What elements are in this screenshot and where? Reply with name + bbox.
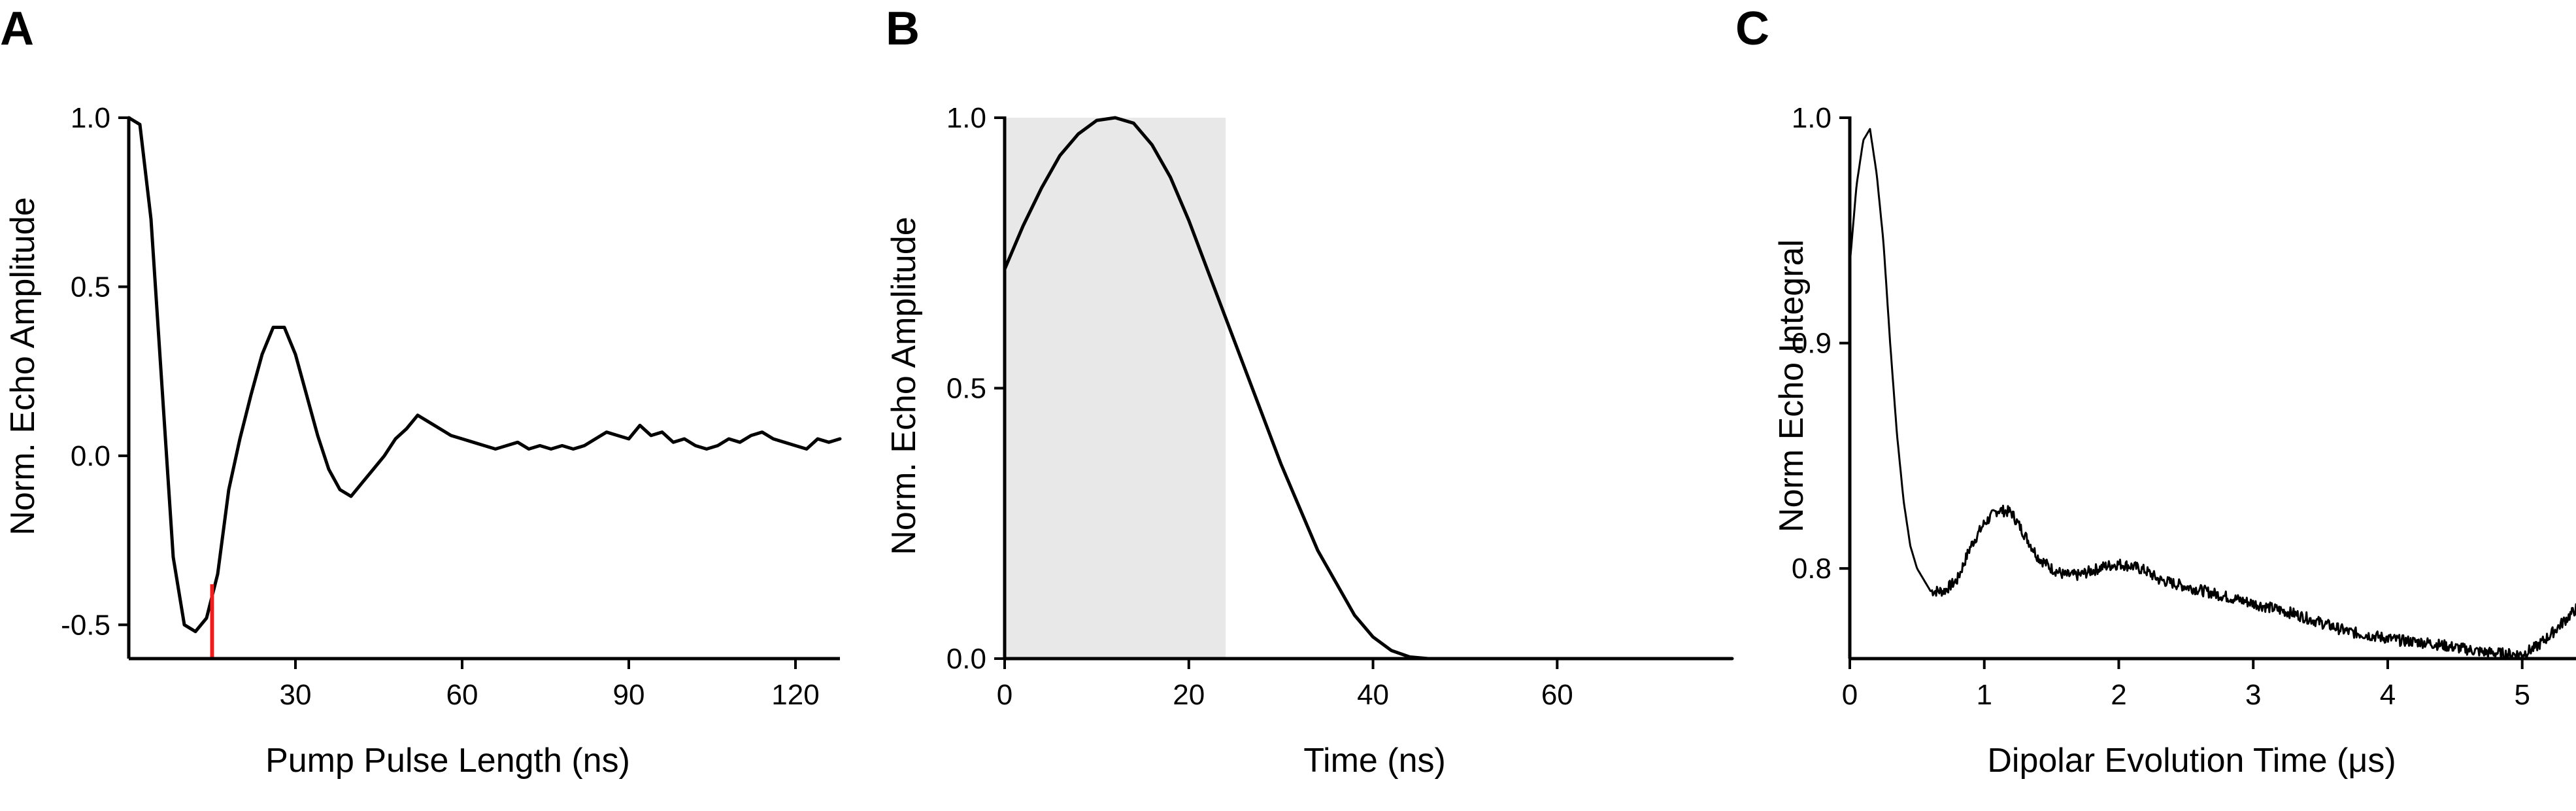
x-tick-label-c: 2	[2111, 679, 2126, 711]
panel-letter-a: A	[0, 3, 34, 55]
x-axis-label-c: Dipolar Evolution Time (μs)	[1987, 742, 2396, 780]
x-tick-label-b: 20	[1173, 679, 1205, 711]
x-tick-label-b: 60	[1541, 679, 1573, 711]
x-tick-label-c: 5	[2514, 679, 2530, 711]
y-tick-label-c: 0.8	[1792, 553, 1832, 585]
x-tick-label-c: 0	[1842, 679, 1858, 711]
y-tick-label-a: 1.0	[71, 102, 110, 134]
y-tick-label-c: 1.0	[1792, 102, 1832, 134]
chart-panel-b: 0 20 40 60 1.0 0.5 0.0 Time (ns) Norm. Echo Am…	[885, 102, 1734, 780]
y-tick-label-a: -0.5	[61, 609, 110, 641]
y-tick-label-a: 0.0	[71, 440, 110, 472]
panel-letter-c: C	[1735, 3, 1769, 55]
x-tick-label-a: 60	[446, 679, 478, 711]
y-tick-label-b: 0.5	[946, 373, 986, 405]
x-tick-label-b: 0	[997, 679, 1012, 711]
x-tick-label-c: 1	[1976, 679, 1992, 711]
x-tick-label-a: 120	[771, 679, 819, 711]
x-axis-label-b: Time (ns)	[1303, 742, 1446, 780]
x-tick-label-a: 90	[613, 679, 645, 711]
x-tick-label-c: 3	[2245, 679, 2261, 711]
x-tick-label-a: 30	[280, 679, 312, 711]
x-tick-label-b: 40	[1357, 679, 1389, 711]
panel-letter-b: B	[886, 3, 920, 55]
chart-panel-a: 30 60 90 120 1.0 0.5 0.0 -0.5 Pump Pulse Length…	[4, 102, 842, 780]
series-line-c	[1848, 128, 2576, 661]
y-tick-label-b: 0.0	[946, 643, 986, 675]
chart-panel-c: 0 1 2 3 4 5 1.0 0.9 0.8 Dipolar Evolution Time (…	[1773, 102, 2576, 780]
y-axis-label-b: Norm. Echo Amplitude	[885, 216, 923, 555]
x-tick-label-c: 4	[2380, 679, 2396, 711]
y-axis-label-c: Norm Echo Integral	[1773, 239, 1811, 532]
series-line-a	[127, 116, 842, 634]
y-axis-label-a: Norm. Echo Amplitude	[4, 197, 42, 535]
y-tick-label-c: 0.9	[1792, 328, 1832, 360]
y-tick-label-b: 1.0	[946, 102, 986, 134]
shaded-region-b	[1005, 118, 1226, 659]
x-axis-label-a: Pump Pulse Length (ns)	[265, 742, 630, 780]
y-tick-label-a: 0.5	[71, 271, 110, 303]
